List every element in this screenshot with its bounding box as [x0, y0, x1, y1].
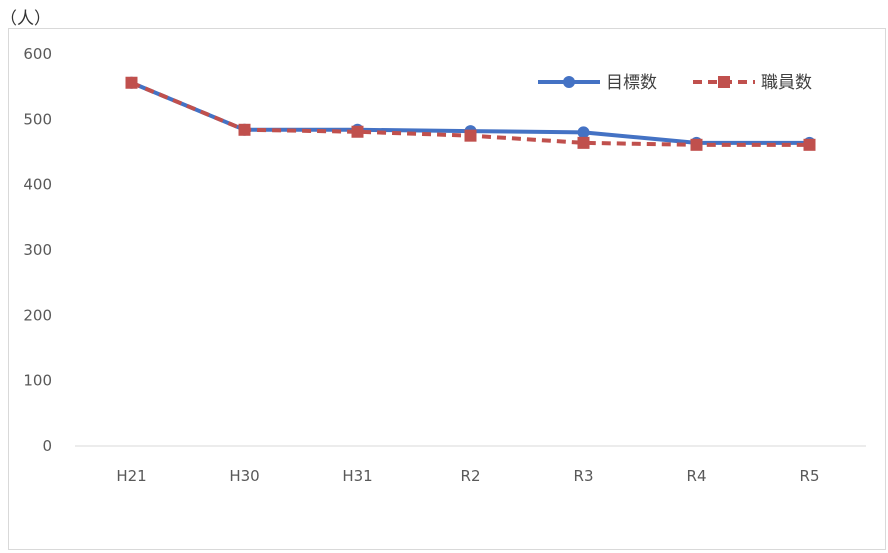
data-point	[803, 138, 816, 151]
y-tick-label: 600	[23, 45, 52, 63]
y-tick-label: 300	[23, 241, 52, 259]
x-tick-label: H21	[116, 467, 146, 485]
y-axis-ticks: 0 100 200 300 400 500 600	[23, 45, 52, 455]
x-tick-label: H30	[229, 467, 259, 485]
data-point	[351, 125, 364, 138]
legend-label: 職員数	[761, 73, 812, 93]
chart-frame	[8, 28, 886, 550]
y-tick-label: 500	[23, 110, 52, 128]
legend-item: 目標数	[538, 73, 657, 93]
data-point	[690, 138, 703, 151]
data-point	[238, 123, 251, 136]
series-group	[125, 76, 816, 151]
x-axis-ticks: H21 H30 H31 R2 R3 R4 R5	[116, 467, 819, 485]
legend-swatch-marker	[563, 76, 575, 88]
x-tick-label: R5	[800, 467, 820, 485]
legend-swatch-marker	[718, 76, 730, 88]
data-point	[577, 126, 590, 139]
x-tick-label: R4	[687, 467, 707, 485]
x-tick-label: R2	[461, 467, 481, 485]
y-tick-label: 400	[23, 176, 52, 194]
y-tick-label: 0	[42, 437, 52, 455]
y-tick-label: 200	[23, 306, 52, 324]
data-point	[125, 76, 138, 89]
x-tick-label: R3	[574, 467, 594, 485]
series-2	[125, 76, 816, 151]
legend-item: 職員数	[693, 73, 812, 93]
legend: 目標数 職員数	[538, 73, 812, 93]
data-point	[464, 129, 477, 142]
y-tick-label: 100	[23, 372, 52, 390]
x-tick-label: H31	[342, 467, 372, 485]
legend-label: 目標数	[606, 73, 657, 93]
y-unit-label: （人）	[0, 9, 51, 29]
data-point	[577, 136, 590, 149]
